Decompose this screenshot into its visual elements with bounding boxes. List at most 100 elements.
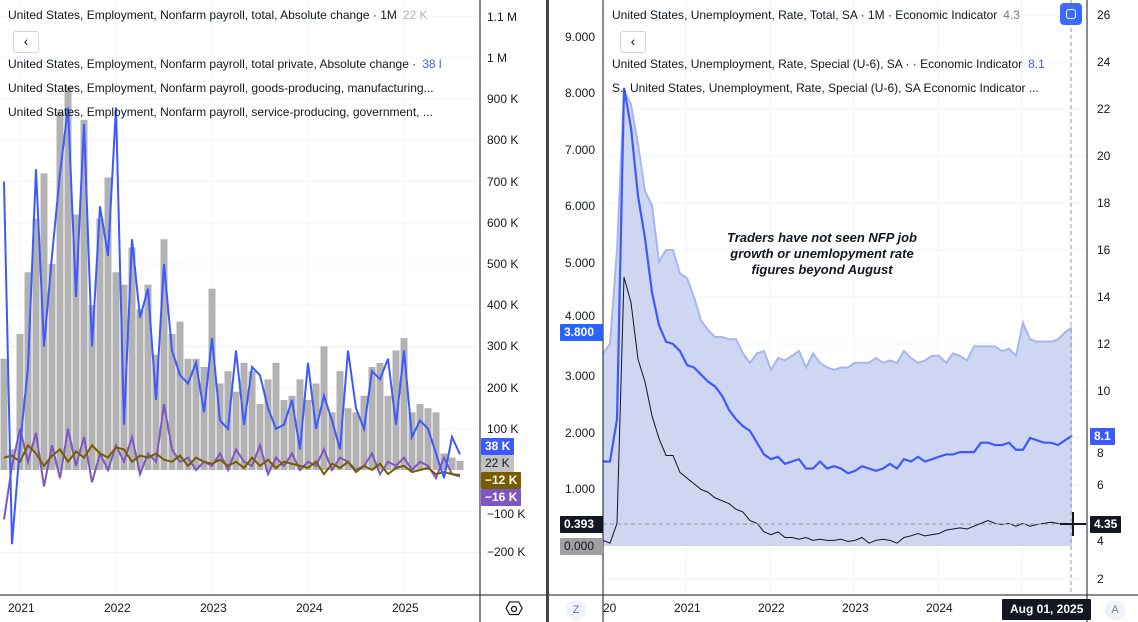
crosshair-cursor (1060, 512, 1086, 536)
bar-total-change (56, 111, 64, 470)
bar-total-change (328, 412, 336, 470)
price-tag: 22 K (481, 455, 514, 472)
bar-total-change (16, 334, 24, 470)
zoom-mode-button[interactable]: Z (566, 600, 586, 620)
bar-total-change (344, 408, 352, 470)
line-u6-rate (603, 87, 1073, 475)
maximize-pane-button[interactable] (1060, 3, 1082, 25)
bar-total-change (360, 395, 368, 470)
bar-total-change (32, 218, 40, 470)
right-axis-tick: 14 (1097, 290, 1111, 304)
bar-total-change (400, 338, 408, 470)
right-axis-tick: 16 (1097, 243, 1111, 257)
y-axis-tick: 1.1 M (487, 9, 518, 24)
left-axis-tick: 5.000 (565, 256, 596, 270)
bar-total-change (112, 272, 120, 470)
legend-value: 4.3 (1003, 8, 1020, 22)
legend-unemployment-rate[interactable]: United States, Unemployment, Rate, Total… (612, 8, 1020, 22)
y-axis-tick: 1 M (487, 51, 508, 65)
bar-total-change (200, 367, 208, 470)
bar-total-change (120, 284, 128, 470)
legend-manufacturing[interactable]: United States, Employment, Nonfarm payro… (8, 81, 434, 95)
bar-total-change (0, 358, 8, 470)
left-axis-tick: 6.000 (565, 199, 596, 214)
bar-total-change (424, 408, 432, 470)
x-axis-tick: 2022 (104, 601, 131, 615)
left-axis-tick: 3.000 (565, 369, 596, 384)
right-axis-tick: 10 (1097, 384, 1111, 398)
right-axis-tick: 20 (1097, 149, 1111, 163)
bar-total-change (168, 334, 176, 470)
bar-total-change (8, 449, 16, 470)
right-price-tag: 8.1 (1090, 428, 1115, 445)
price-tag: −16 K (481, 489, 522, 506)
x-axis-tick: 2024 (296, 601, 323, 615)
y-axis-tick: 100 K (487, 421, 519, 436)
x-axis-tick: 2025 (392, 601, 419, 615)
legend-label: United States, Unemployment, Rate, Speci… (612, 57, 1023, 71)
right-axis-tick: 22 (1097, 102, 1111, 116)
legend-value: 22 K (402, 8, 428, 22)
bar-total-change (456, 460, 464, 470)
y-axis-tick: 500 K (487, 257, 519, 271)
y-axis-tick: 800 K (487, 133, 519, 148)
collapse-legend-button[interactable]: ‹ (620, 31, 646, 53)
x-axis-tick: 20 (603, 601, 617, 615)
bar-total-change (408, 412, 416, 470)
bar-total-change (320, 346, 328, 470)
bar-total-change (80, 119, 88, 471)
line-manufacturing (3, 443, 461, 476)
settings-hexagon-icon[interactable] (505, 601, 523, 617)
left-axis-tick: 2.000 (565, 425, 596, 440)
y-axis-tick: −100 K (487, 507, 526, 521)
legend-label: United States, Employment, Nonfarm payro… (8, 105, 433, 119)
legend-label: United States, Employment, Nonfarm payro… (8, 57, 417, 71)
legend-total[interactable]: United States, Employment, Nonfarm payro… (8, 8, 428, 22)
legend-u6-rate[interactable]: United States, Unemployment, Rate, Speci… (612, 57, 1045, 71)
bar-total-change (304, 399, 312, 470)
auto-scale-button[interactable]: A (1105, 600, 1125, 620)
price-tag: −12 K (481, 472, 522, 489)
bar-total-change (336, 371, 344, 470)
bar-total-change (104, 177, 112, 471)
right-axis-tick: 2 (1097, 572, 1104, 586)
maximize-icon (1066, 9, 1076, 19)
left-axis-tick: 4.000 (565, 309, 596, 323)
y-axis-tick: −200 K (487, 545, 526, 560)
bar-total-change (296, 379, 304, 470)
bar-total-change (136, 309, 144, 470)
legend-u6-band[interactable]: S.. United States, Unemployment, Rate, S… (612, 81, 1039, 95)
right-axis-tick: 8 (1097, 446, 1104, 460)
bar-total-change (432, 412, 440, 470)
x-axis-tick: 2022 (758, 601, 785, 615)
bar-total-change (96, 218, 104, 470)
bar-total-change (128, 247, 136, 470)
line-private (3, 107, 461, 545)
right-axis-tick: 24 (1097, 55, 1111, 69)
annotation-text: Traders have not seen NFP job growth or … (727, 230, 917, 277)
bar-total-change (160, 239, 168, 470)
x-axis-tick: 2021 (8, 601, 35, 615)
bar-total-change (184, 358, 192, 470)
pane-separator (546, 0, 549, 622)
collapse-legend-button[interactable]: ‹ (13, 31, 39, 53)
bar-total-change (272, 362, 280, 470)
legend-government[interactable]: United States, Employment, Nonfarm payro… (8, 105, 433, 119)
legend-label: United States, Employment, Nonfarm payro… (8, 81, 434, 95)
bar-total-change (288, 395, 296, 470)
left-axis-tick: 7.000 (565, 142, 596, 157)
right-axis-tick: 4 (1097, 534, 1104, 548)
bar-total-change (448, 457, 456, 470)
y-axis-tick: 900 K (487, 92, 519, 107)
line-indicator (602, 277, 1073, 544)
bar-total-change (176, 321, 184, 470)
y-axis-tick: 400 K (487, 298, 519, 313)
x-axis-tick: 2023 (842, 601, 869, 615)
bar-total-change (88, 305, 96, 470)
left-axis-tick: 8.000 (565, 86, 596, 101)
bar-total-change (440, 453, 448, 470)
legend-label: United States, Employment, Nonfarm payro… (8, 8, 397, 22)
legend-private[interactable]: United States, Employment, Nonfarm payro… (8, 57, 442, 71)
bar-total-change (152, 354, 160, 470)
